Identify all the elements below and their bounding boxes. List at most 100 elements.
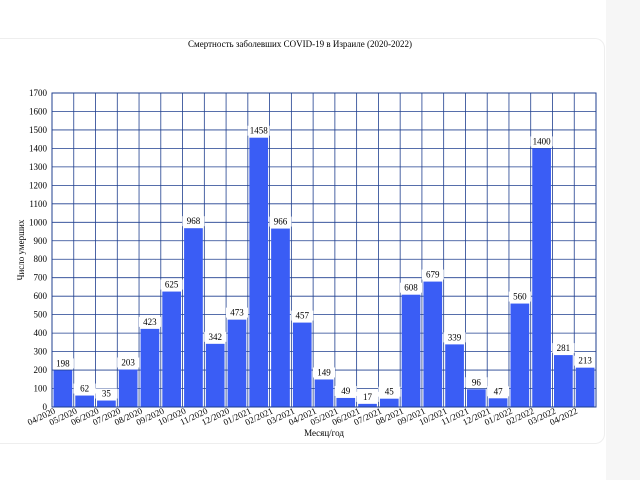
bar (75, 395, 94, 407)
value-label: 679 (426, 270, 440, 280)
value-label: 96 (472, 377, 482, 387)
value-label: 281 (557, 343, 571, 353)
bar (510, 303, 530, 407)
bar (488, 398, 508, 407)
y-tick-label: 1700 (29, 88, 48, 98)
value-label-bg (73, 383, 96, 394)
value-label-bg (138, 316, 161, 327)
y-tick-label: 100 (34, 384, 48, 394)
value-label: 339 (448, 332, 462, 342)
value-label: 625 (165, 280, 179, 290)
value-label: 473 (230, 308, 244, 318)
bar (271, 228, 290, 407)
value-label-bg (313, 367, 335, 378)
value-label: 35 (102, 389, 112, 399)
chart-title: Смертность заболевших COVID-19 в Израиле… (188, 39, 412, 49)
value-label: 213 (578, 356, 592, 366)
value-label: 47 (494, 386, 504, 396)
bar (162, 291, 182, 407)
scrollbar-area (606, 0, 640, 480)
value-label-bg (225, 307, 248, 318)
value-label-bg (160, 279, 183, 290)
value-label: 968 (187, 216, 201, 226)
y-tick-label: 1000 (29, 217, 48, 227)
bar (53, 370, 73, 407)
value-label-bg (95, 388, 118, 399)
value-label: 1400 (533, 136, 552, 146)
bar (336, 397, 356, 407)
value-label-bg (552, 343, 575, 354)
y-tick-label: 0 (43, 402, 48, 412)
value-label: 457 (295, 311, 309, 321)
value-label: 203 (121, 358, 135, 368)
y-tick-label: 400 (34, 328, 48, 338)
bar (532, 148, 551, 408)
value-label: 198 (56, 358, 70, 368)
y-tick-label: 1400 (29, 143, 48, 153)
value-label-bg (356, 391, 379, 402)
bar (575, 367, 595, 407)
y-tick-label: 1500 (29, 125, 48, 135)
value-label: 149 (317, 367, 331, 377)
bar (184, 228, 203, 407)
bar (314, 379, 334, 407)
y-tick-label: 500 (34, 310, 48, 320)
value-label-bg (574, 355, 597, 366)
value-label: 62 (80, 384, 89, 394)
bar (554, 355, 573, 407)
y-tick-label: 300 (34, 347, 48, 357)
y-tick-label: 1200 (29, 180, 48, 190)
bar (379, 398, 399, 407)
y-axis-label: Число умерших (16, 219, 26, 280)
value-label-bg (334, 385, 357, 396)
y-tick-label: 1600 (29, 106, 48, 116)
value-label-bg (182, 216, 205, 227)
value-label-bg (443, 332, 466, 343)
y-tick-label: 700 (34, 273, 48, 283)
y-tick-label: 600 (34, 291, 48, 301)
bar (140, 328, 160, 407)
value-label-bg (378, 386, 401, 397)
bar (466, 389, 486, 407)
value-label-bg (421, 269, 444, 280)
y-tick-label: 1100 (29, 199, 47, 209)
value-label-bg (51, 358, 74, 369)
y-tick-label: 200 (34, 365, 48, 375)
value-label-bg (117, 357, 140, 368)
value-label: 45 (385, 387, 395, 397)
x-axis-label: Месяц/год (304, 428, 344, 438)
bar (249, 137, 269, 407)
value-label-bg (487, 386, 510, 397)
value-label: 560 (513, 292, 527, 302)
bar (118, 369, 138, 407)
bar (445, 344, 464, 407)
value-label-bg (269, 216, 292, 227)
value-label: 49 (341, 386, 351, 396)
bar (423, 281, 443, 407)
value-label-bg (508, 291, 531, 302)
bar (401, 294, 421, 407)
value-label-bg (291, 310, 314, 321)
value-label-bg (247, 125, 270, 136)
y-tick-label: 800 (34, 254, 48, 264)
value-label: 17 (363, 392, 373, 402)
plot-border (51, 92, 597, 408)
value-label: 423 (143, 317, 157, 327)
bar (227, 319, 247, 407)
value-label-bg (204, 331, 227, 342)
bar (358, 403, 377, 407)
y-tick-label: 1300 (29, 162, 48, 172)
value-label: 342 (208, 332, 222, 342)
value-label: 1458 (250, 126, 269, 136)
value-label: 966 (274, 217, 288, 227)
value-label-bg (400, 282, 423, 293)
bar (292, 322, 312, 407)
y-tick-label: 900 (34, 236, 48, 246)
bar (205, 343, 225, 407)
value-label-bg (530, 136, 553, 147)
value-label: 608 (404, 283, 418, 293)
bar (97, 400, 116, 407)
value-label-bg (465, 377, 488, 388)
